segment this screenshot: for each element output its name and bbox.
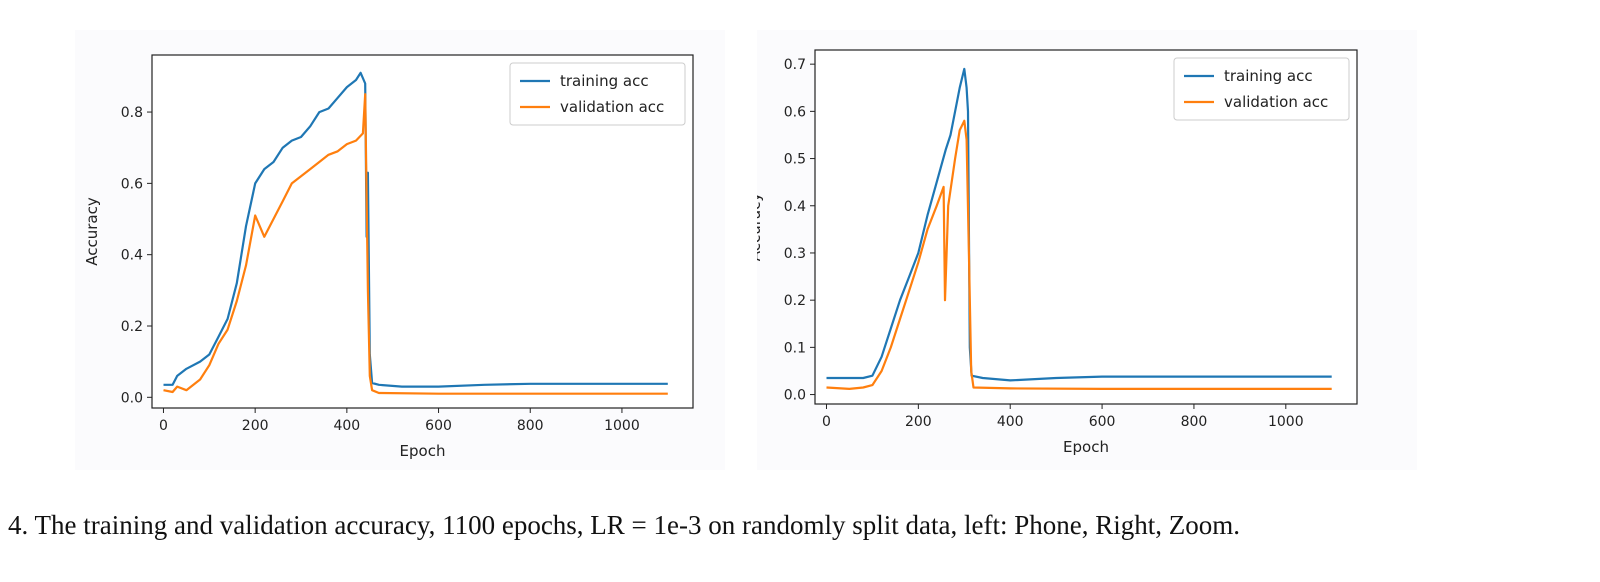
- x-tick-label: 0: [822, 414, 831, 430]
- legend-box: [1173, 57, 1350, 121]
- left-accuracy-chart: 0 200 400 600 800 1000 0.0 0.2 0.4 0.6 0.8 Epoch Acc…: [83, 54, 694, 460]
- x-tick-label: 1000: [1268, 414, 1304, 430]
- y-tick-label: 0.7: [784, 57, 806, 73]
- right-accuracy-chart: 0 200 400 600 800 1000 0.0 0.1 0.2 0.3 0.4 0.5 0.6 0.…: [746, 49, 1358, 456]
- y-tick-label: 0.8: [121, 105, 143, 121]
- y-tick-label: 0.4: [784, 199, 806, 215]
- plot-frame: [151, 54, 694, 409]
- y-axis-label: Accuracy: [83, 197, 101, 266]
- y-tick-label: 0.6: [121, 176, 143, 192]
- plot-frame: [814, 49, 1358, 405]
- x-tick-label: 800: [1181, 414, 1208, 430]
- figure-caption: 4. The training and validation accuracy,…: [8, 510, 1240, 540]
- y-tick-label: 0.2: [121, 319, 143, 335]
- left-chart-panel: 0 200 400 600 800 1000 0.0 0.2 0.4 0.6 0.8 Epoch Acc…: [75, 30, 725, 470]
- x-tick-label: 1000: [604, 418, 640, 434]
- validation-acc-line: [163, 93, 668, 395]
- y-tick-label: 0.3: [784, 246, 806, 262]
- y-tick-label: 0.0: [121, 390, 143, 406]
- y-tick-label: 0.1: [784, 340, 806, 356]
- x-tick-label: 600: [425, 418, 452, 434]
- y-tick-label: 0.0: [784, 388, 806, 404]
- legend-box: [509, 62, 686, 126]
- y-tick-label: 0.5: [784, 152, 806, 168]
- legend-training-label: training acc: [560, 72, 649, 90]
- y-tick-label: 0.2: [784, 293, 806, 309]
- x-tick-label: 200: [242, 418, 269, 434]
- legend-validation-label: validation acc: [560, 98, 664, 116]
- x-tick-label: 0: [159, 418, 168, 434]
- legend-training-label: training acc: [1224, 67, 1313, 85]
- x-tick-label: 200: [905, 414, 932, 430]
- y-tick-label: 0.6: [784, 104, 806, 120]
- training-acc-line: [826, 67, 1332, 382]
- x-axis-label: Epoch: [400, 442, 446, 460]
- x-tick-label: 400: [333, 418, 360, 434]
- validation-acc-line: [826, 119, 1332, 390]
- legend-validation-label: validation acc: [1224, 93, 1328, 111]
- x-tick-label: 600: [1089, 414, 1116, 430]
- x-axis-label: Epoch: [1063, 438, 1109, 456]
- y-tick-label: 0.4: [121, 248, 143, 264]
- x-tick-label: 800: [517, 418, 544, 434]
- y-axis-label: Accuracy: [757, 193, 764, 262]
- right-chart-panel: 0 200 400 600 800 1000 0.0 0.1 0.2 0.3 0.4 0.5 0.6 0.…: [746, 30, 1417, 470]
- x-tick-label: 400: [997, 414, 1024, 430]
- training-acc-line: [163, 71, 668, 388]
